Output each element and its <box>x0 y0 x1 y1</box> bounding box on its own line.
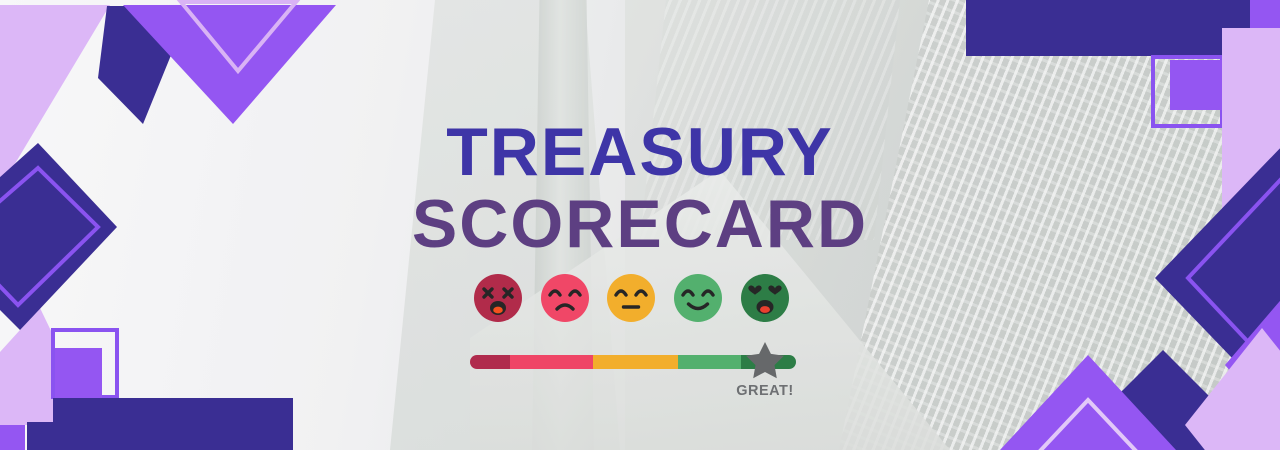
love-face-icon <box>740 274 789 322</box>
slider-segment <box>470 355 510 369</box>
corner-decoration-bottom-right <box>1000 148 1280 450</box>
corner-decoration-bottom-left <box>0 328 293 450</box>
slider-segment <box>510 355 593 369</box>
rating-faces-row <box>474 274 789 322</box>
star-marker-icon <box>746 342 784 379</box>
page-title-line1: TREASURY <box>446 114 834 190</box>
sad-face-icon <box>540 274 589 322</box>
corner-decoration-top-left <box>0 0 336 425</box>
slider-segment <box>593 355 678 369</box>
dead-face-icon <box>474 274 522 322</box>
happy-face-icon <box>674 274 723 322</box>
rating-slider-bar <box>470 355 796 369</box>
neutral-face-icon <box>607 274 656 322</box>
slider-marker-label: GREAT! <box>736 383 794 399</box>
page-title-line2: SCORECARD <box>411 186 869 262</box>
slider-segment <box>678 355 741 369</box>
